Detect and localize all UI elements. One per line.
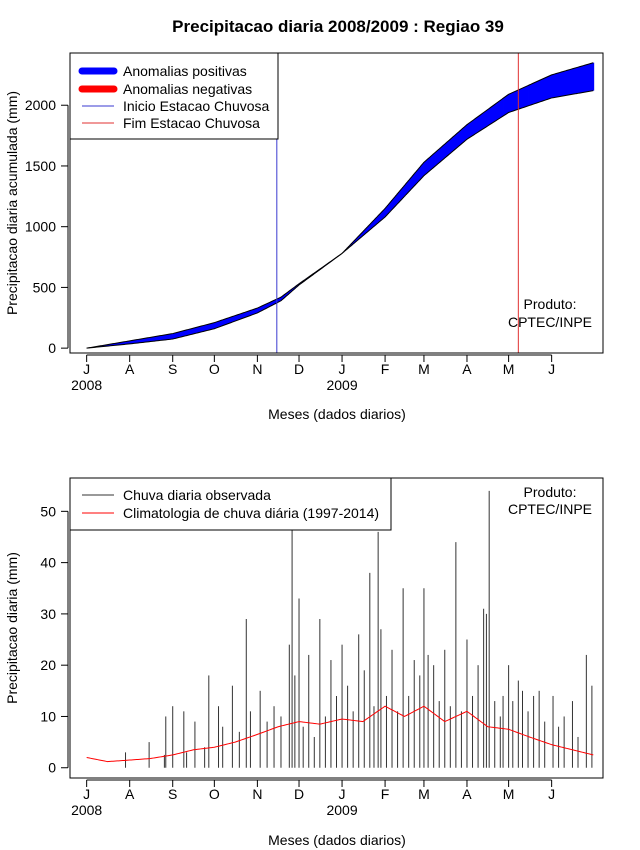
observed-accumulated-line <box>86 62 594 349</box>
top-x-tick-label: A <box>462 361 472 377</box>
top-x-tick-label: M <box>418 361 430 377</box>
top-y-tick-label: 0 <box>48 340 56 356</box>
bottom-y-tick-label: 50 <box>40 503 56 519</box>
bottom-credit-line2: CPTEC/INPE <box>508 501 592 517</box>
bottom-legend-box <box>69 477 392 531</box>
legend-label-climatology: Climatologia de chuva diária (1997-2014) <box>123 505 379 521</box>
bottom-y-tick-label: 40 <box>40 555 56 571</box>
top-x-tick-label: F <box>381 361 390 377</box>
bottom-year-label: 2008 <box>71 802 102 818</box>
bottom-x-tick-label: M <box>418 786 430 802</box>
top-credit-line2: CPTEC/INPE <box>508 314 592 330</box>
top-y-tick-label: 500 <box>33 279 57 295</box>
top-x-tick-label: A <box>125 361 135 377</box>
chart-title: Precipitacao diaria 2008/2009 : Regiao 3… <box>172 17 504 36</box>
bottom-x-tick-label: D <box>294 786 304 802</box>
top-y-tick-label: 1000 <box>25 219 56 235</box>
bottom-x-axis-label: Meses (dados diarios) <box>268 832 406 848</box>
top-x-axis-label: Meses (dados diarios) <box>268 406 406 422</box>
bottom-x-tick-label: S <box>168 786 177 802</box>
bottom-x-tick-label: J <box>548 786 555 802</box>
bottom-x-tick-label: M <box>503 786 515 802</box>
bottom-x-tick-label: J <box>83 786 90 802</box>
top-x-tick-label: J <box>339 361 346 377</box>
top-year-label: 2009 <box>326 377 357 393</box>
bottom-x-tick-label: O <box>209 786 220 802</box>
top-y-axis-label: Precipitacao diaria acumulada (mm) <box>4 91 20 315</box>
bottom-x-tick-label: A <box>125 786 135 802</box>
climatology-daily-line <box>86 705 594 763</box>
bottom-plot-marks <box>86 490 594 768</box>
top-credit-line1: Produto: <box>524 296 577 312</box>
bottom-x-tick-label: J <box>339 786 346 802</box>
top-legend-box <box>69 52 279 140</box>
top-x-tick-label: D <box>294 361 304 377</box>
top-x-tick-label: O <box>209 361 220 377</box>
top-plot-marks <box>86 53 595 353</box>
bottom-legend: Chuva diaria observada Climatologia de c… <box>69 477 392 531</box>
legend-label-observed-rain: Chuva diaria observada <box>123 487 271 503</box>
bottom-x-tick-label: F <box>381 786 390 802</box>
legend-label-positive: Anomalias positivas <box>123 63 247 79</box>
legend-label-negative: Anomalias negativas <box>123 81 252 97</box>
legend-label-season-start: Inicio Estacao Chuvosa <box>123 98 270 114</box>
top-y-tick-label: 2000 <box>25 97 56 113</box>
legend-label-season-end: Fim Estacao Chuvosa <box>123 115 260 131</box>
bottom-credit-line1: Produto: <box>524 484 577 500</box>
bottom-y-tick-label: 30 <box>40 606 56 622</box>
bottom-y-axis-label: Precipitacao diaria (mm) <box>4 552 20 704</box>
top-y-tick-label: 1500 <box>25 158 56 174</box>
top-x-tick-label: J <box>83 361 90 377</box>
top-plot-frame <box>69 52 604 354</box>
top-x-tick-label: N <box>252 361 262 377</box>
top-x-tick-label: J <box>548 361 555 377</box>
top-x-tick-label: S <box>168 361 177 377</box>
bottom-year-label: 2009 <box>326 802 357 818</box>
bottom-y-tick-label: 0 <box>48 760 56 776</box>
bottom-x-tick-label: N <box>252 786 262 802</box>
top-legend: Anomalias positivas Anomalias negativas … <box>69 52 279 140</box>
bottom-y-tick-label: 10 <box>40 708 56 724</box>
bottom-x-tick-label: A <box>462 786 472 802</box>
bottom-y-tick-label: 20 <box>40 657 56 673</box>
top-year-label: 2008 <box>71 377 102 393</box>
top-x-tick-label: M <box>503 361 515 377</box>
